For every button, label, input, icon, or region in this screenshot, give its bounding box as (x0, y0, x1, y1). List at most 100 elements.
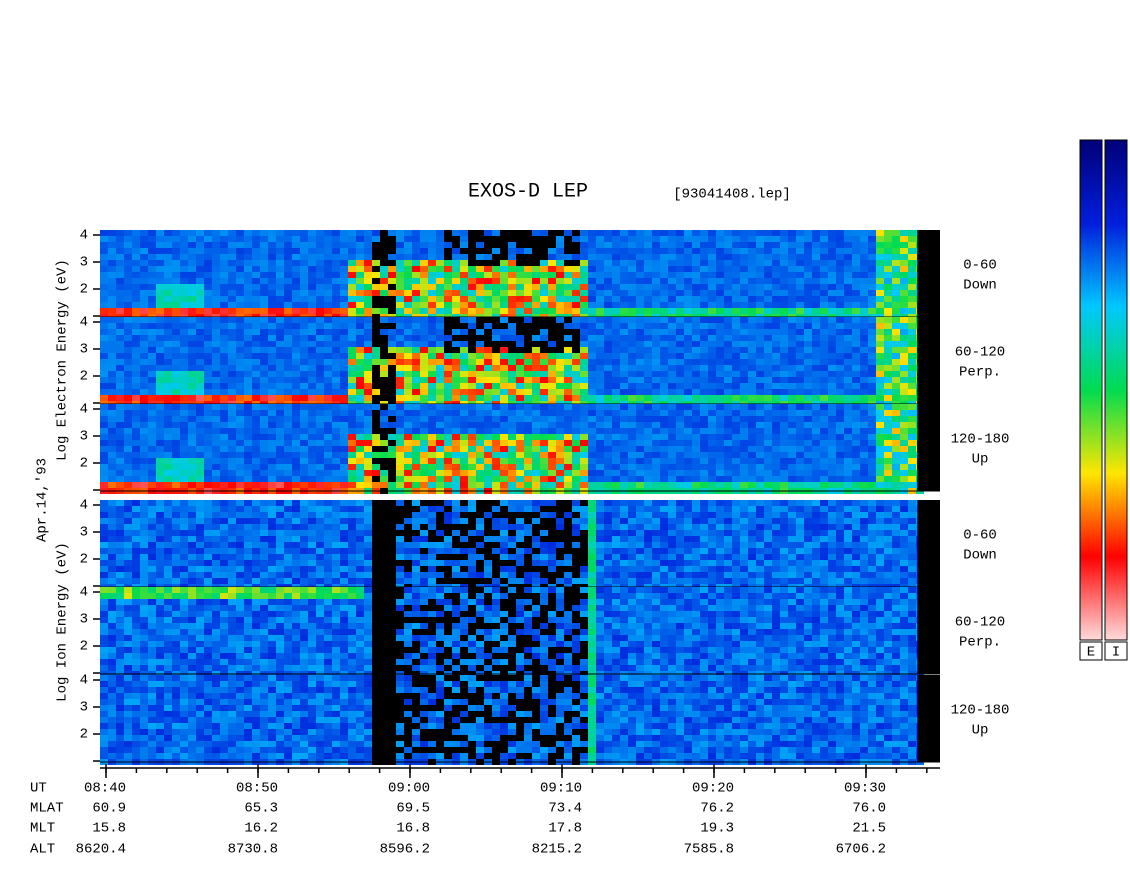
spectrogram-cell (596, 377, 604, 383)
spectrogram-cell (388, 296, 396, 302)
spectrogram-cell (268, 518, 276, 524)
spectrogram-cell (484, 236, 492, 242)
spectrogram-cell (148, 242, 156, 248)
spectrogram-cell (196, 434, 204, 440)
spectrogram-cell (252, 347, 260, 353)
spectrogram-cell (260, 242, 268, 248)
spectrogram-cell (116, 404, 124, 410)
spectrogram-cell (468, 278, 476, 284)
spectrogram-cell (588, 404, 596, 410)
spectrogram-cell (124, 446, 132, 452)
spectrogram-cell (164, 290, 172, 296)
spectrogram-cell (212, 470, 220, 476)
spectrogram-cell (572, 290, 580, 296)
spectrogram-cell (468, 440, 476, 446)
spectrogram-cell (468, 290, 476, 296)
spectrogram-cell (628, 428, 636, 434)
spectrogram-cell (500, 272, 508, 278)
spectrogram-cell (908, 452, 916, 458)
spectrogram-cell (284, 452, 292, 458)
spectrogram-cell (516, 383, 524, 389)
spectrogram-cell (620, 476, 628, 482)
spectrogram-cell (188, 290, 196, 296)
spectrogram-cell (260, 236, 268, 242)
spectrogram-cell (892, 230, 900, 236)
spectrogram-cell (244, 548, 252, 554)
spectrogram-cell (100, 290, 108, 296)
spectrogram-cell (116, 500, 124, 506)
spectrogram-cell (484, 404, 492, 410)
spectrogram-cell (156, 458, 164, 464)
spectrogram-cell (332, 254, 340, 260)
spectrogram-cell (244, 560, 252, 566)
spectrogram-cell (348, 266, 356, 272)
spectrogram-cell (716, 335, 724, 341)
spectrogram-cell (908, 464, 916, 470)
spectrogram-cell (220, 317, 228, 323)
spectrogram-cell (892, 308, 900, 314)
spectrogram-cell (140, 365, 148, 371)
spectrogram-cell (212, 476, 220, 482)
spectrogram-cell (396, 404, 404, 410)
spectrogram-cell (900, 422, 908, 428)
spectrogram-cell (148, 500, 156, 506)
spectrogram-cell (220, 290, 228, 296)
spectrogram-cell (628, 302, 636, 308)
spectrogram-cell (604, 365, 612, 371)
spectrogram-cell (124, 416, 132, 422)
spectrogram-cell (340, 428, 348, 434)
spectrogram-cell (428, 482, 436, 488)
spectrogram-cell (852, 371, 860, 377)
spectrogram-cell (708, 236, 716, 242)
spectrogram-cell (124, 272, 132, 278)
spectrogram-cell (684, 335, 692, 341)
spectrogram-cell (276, 317, 284, 323)
spectrogram-cell (220, 482, 228, 488)
spectrogram-cell (652, 389, 660, 395)
spectrogram-cell (124, 548, 132, 554)
spectrogram-cell (180, 458, 188, 464)
spectrogram-cell (196, 272, 204, 278)
spectrogram-cell (356, 335, 364, 341)
spectrogram-cell (148, 341, 156, 347)
spectrogram-cell (732, 254, 740, 260)
spectrogram-cell (284, 482, 292, 488)
spectrogram-cell (652, 359, 660, 365)
spectrogram-cell (356, 359, 364, 365)
spectrogram-cell (532, 458, 540, 464)
spectrogram-cell (700, 347, 708, 353)
spectrogram-cell (860, 410, 868, 416)
spectrogram-cell (836, 254, 844, 260)
spectrogram-cell (292, 410, 300, 416)
spectrogram-cell (132, 434, 140, 440)
spectrogram-cell (428, 341, 436, 347)
spectrogram-cell (516, 416, 524, 422)
spectrogram-cell (260, 371, 268, 377)
spectrogram-cell (284, 242, 292, 248)
spectrogram-cell (460, 440, 468, 446)
spectrogram-cell (620, 452, 628, 458)
spectrogram-cell (908, 470, 916, 476)
spectrogram-cell (364, 335, 372, 341)
spectrogram-cell (396, 464, 404, 470)
spectrogram-cell (116, 506, 124, 512)
spectrogram-cell (716, 476, 724, 482)
spectrogram-cell (268, 482, 276, 488)
spectrogram-cell (420, 476, 428, 482)
spectrogram-cell (220, 500, 228, 506)
spectrogram-cell (572, 266, 580, 272)
spectrogram-cell (172, 383, 180, 389)
spectrogram-cell (820, 260, 828, 266)
spectrogram-cell (172, 482, 180, 488)
spectrogram-cell (628, 371, 636, 377)
spectrogram-cell (524, 353, 532, 359)
spectrogram-cell (340, 452, 348, 458)
spectrogram-cell (604, 464, 612, 470)
spectrogram-cell (236, 542, 244, 548)
spectrogram-cell (788, 278, 796, 284)
spectrogram-cell (524, 470, 532, 476)
spectrogram-cell (476, 446, 484, 452)
spectrogram-cell (268, 242, 276, 248)
spectrogram-cell (756, 377, 764, 383)
spectrogram-cell (876, 452, 884, 458)
